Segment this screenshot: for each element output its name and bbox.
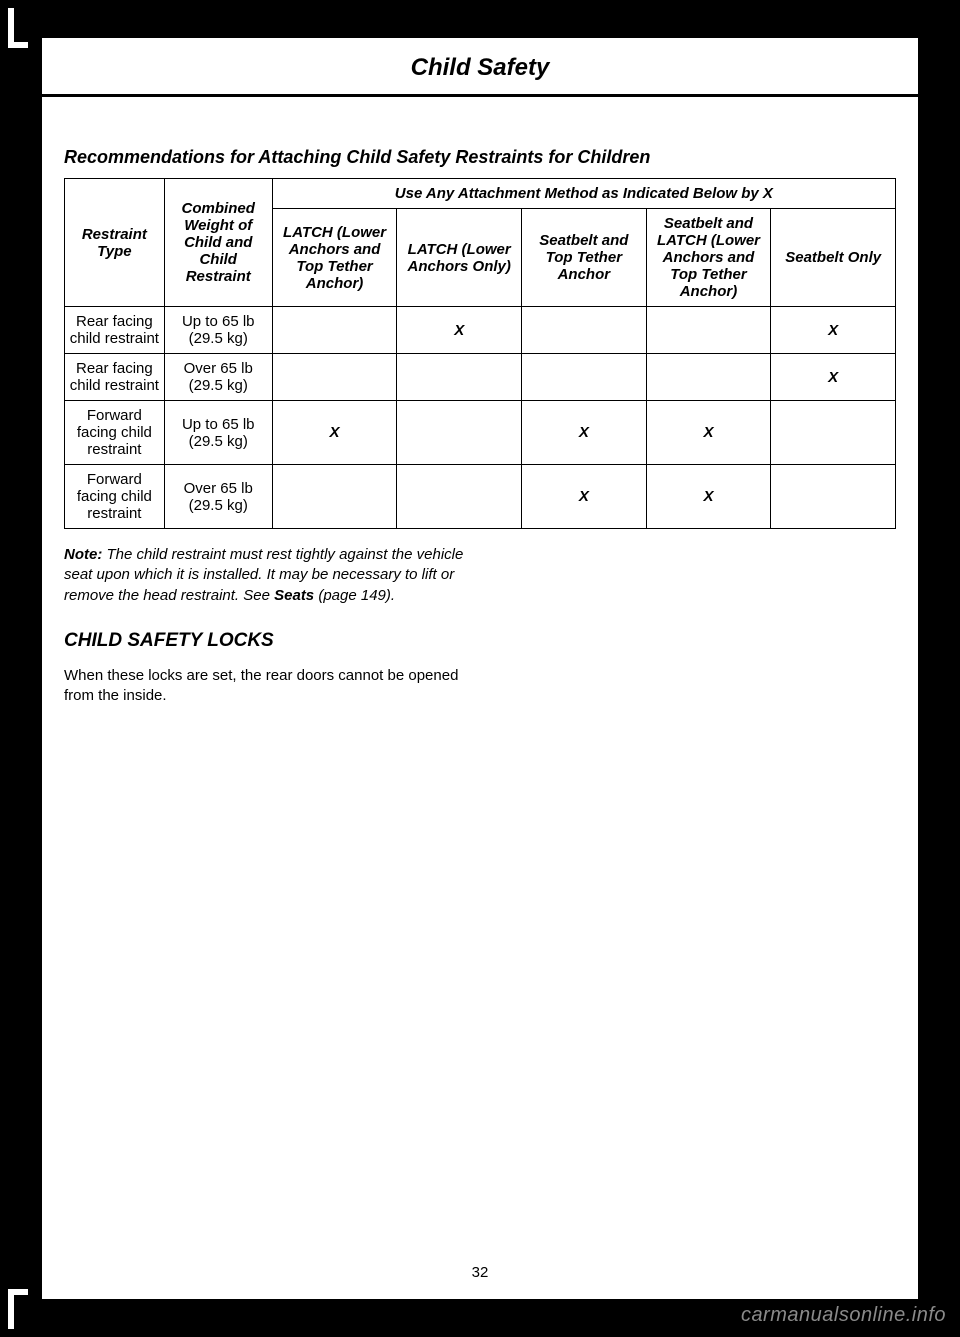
cell [397, 354, 522, 401]
page-number: 32 [42, 1264, 918, 1281]
corner-mark-top-left [8, 8, 28, 48]
cell: Up to 65 lb (29.5 kg) [164, 307, 272, 354]
page-container: Child Safety Recommendations for Attachi… [42, 38, 918, 1299]
col-span-header: Use Any Attachment Method as Indicated B… [272, 179, 895, 209]
col-seatbelt-latch: Seatbelt and LATCH (Lower Anchors and To… [646, 209, 771, 307]
note-label: Note: [64, 546, 102, 563]
table-row: Rear facing child restraint Up to 65 lb … [65, 307, 896, 354]
table-row: Forward facing child restraint Up to 65 … [65, 401, 896, 465]
cell [771, 401, 896, 465]
cell [397, 465, 522, 529]
cell: Forward facing child restraint [65, 465, 165, 529]
cell [522, 307, 647, 354]
table-row: Forward facing child restraint Over 65 l… [65, 465, 896, 529]
cell [272, 354, 397, 401]
note-text-2: (page 149). [314, 587, 395, 604]
watermark: carmanualsonline.info [741, 1304, 946, 1327]
cell [646, 354, 771, 401]
locks-body: When these locks are set, the rear doors… [64, 666, 463, 707]
cell: X [646, 401, 771, 465]
cell [646, 307, 771, 354]
cell: Over 65 lb (29.5 kg) [164, 354, 272, 401]
locks-heading: CHILD SAFETY LOCKS [64, 630, 896, 652]
table-row: Rear facing child restraint Over 65 lb (… [65, 354, 896, 401]
cell: Rear facing child restraint [65, 354, 165, 401]
header-title: Child Safety [42, 38, 918, 97]
cell: X [522, 465, 647, 529]
cell: Rear facing child restraint [65, 307, 165, 354]
restraint-table: Restraint Type Combined Weight of Child … [64, 178, 896, 529]
note-block: Note: The child restraint must rest tigh… [64, 545, 463, 606]
col-latch-lower: LATCH (Lower Anchors Only) [397, 209, 522, 307]
cell: Forward facing child restraint [65, 401, 165, 465]
cell [272, 307, 397, 354]
col-latch-full: LATCH (Lower Anchors and Top Tether Anch… [272, 209, 397, 307]
cell: X [771, 307, 896, 354]
section-heading: Recommendations for Attaching Child Safe… [64, 147, 896, 168]
cell [397, 401, 522, 465]
cell: Over 65 lb (29.5 kg) [164, 465, 272, 529]
col-restraint-type: Restraint Type [65, 179, 165, 307]
cell [272, 465, 397, 529]
col-combined-weight: Combined Weight of Child and Child Restr… [164, 179, 272, 307]
cell: X [646, 465, 771, 529]
note-ref: Seats [274, 587, 314, 604]
note-text-1: The child restraint must rest tightly ag… [64, 546, 463, 604]
cell: X [771, 354, 896, 401]
cell: X [397, 307, 522, 354]
col-seatbelt-only: Seatbelt Only [771, 209, 896, 307]
cell [522, 354, 647, 401]
col-seatbelt-tether: Seatbelt and Top Tether Anchor [522, 209, 647, 307]
cell: X [522, 401, 647, 465]
cell: Up to 65 lb (29.5 kg) [164, 401, 272, 465]
corner-mark-bottom-left [8, 1289, 28, 1329]
cell: X [272, 401, 397, 465]
cell [771, 465, 896, 529]
